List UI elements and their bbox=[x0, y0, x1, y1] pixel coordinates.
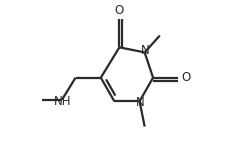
Text: O: O bbox=[114, 4, 123, 17]
Text: NH: NH bbox=[54, 95, 71, 108]
Text: N: N bbox=[140, 44, 149, 57]
Text: O: O bbox=[181, 71, 190, 84]
Text: N: N bbox=[135, 96, 144, 109]
